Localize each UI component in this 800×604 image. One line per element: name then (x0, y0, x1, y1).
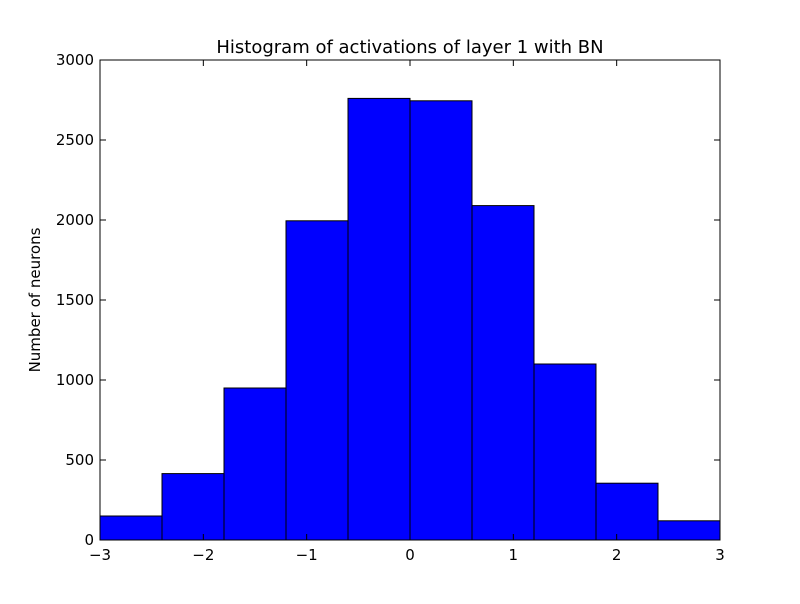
histogram-bar (347, 97, 411, 541)
x-tick-label: 3 (715, 546, 725, 564)
histogram-bar (99, 515, 163, 541)
y-axis-label: Number of neurons (26, 227, 44, 372)
y-tick-label: 3000 (56, 51, 94, 69)
y-tick-label: 2500 (56, 131, 94, 149)
y-tick-label: 0 (84, 531, 94, 549)
x-tick-label: −2 (192, 546, 214, 564)
y-tick-label: 2000 (56, 211, 94, 229)
histogram-bar (595, 482, 659, 541)
histogram-bar (223, 387, 287, 541)
x-tick-label: 1 (509, 546, 519, 564)
y-tick-label: 1500 (56, 291, 94, 309)
x-tick-label: −1 (296, 546, 318, 564)
histogram-bar (409, 100, 473, 541)
y-tick-label: 500 (65, 451, 94, 469)
x-tick-label: 0 (405, 546, 415, 564)
histogram-bar (471, 205, 535, 541)
x-tick-label: 2 (612, 546, 622, 564)
histogram-bar (161, 473, 225, 541)
histogram-bar (657, 520, 721, 541)
x-tick-label: −3 (89, 546, 111, 564)
tick-labels-group: −3 −2 −1 0 1 2 3 0 500 1000 1500 2000 2500 3000 (56, 51, 725, 564)
histogram-bar (533, 363, 597, 541)
y-tick-label: 1000 (56, 371, 94, 389)
tick-marks-group (99, 59, 721, 541)
histogram-bar (285, 220, 349, 541)
bars-group (99, 97, 721, 541)
chart-title: Histogram of activations of layer 1 with… (216, 37, 603, 58)
